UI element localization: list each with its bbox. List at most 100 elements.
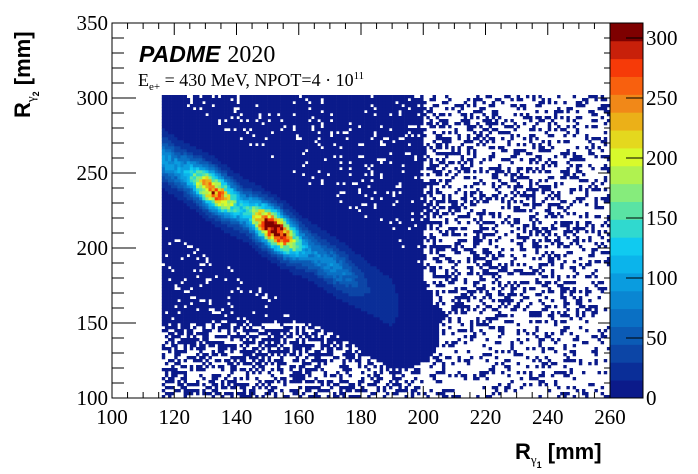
hist-bin: [174, 164, 178, 168]
hist-bin: [326, 305, 331, 309]
hist-bin: [208, 362, 212, 366]
hist-bin: [180, 233, 184, 237]
hist-bin: [202, 290, 206, 294]
hist-bin: [211, 101, 216, 105]
hist-bin: [177, 371, 181, 375]
hist-bin: [196, 380, 200, 384]
hist-bin: [336, 317, 340, 321]
hist-bin: [304, 155, 309, 159]
hist-bin: [230, 104, 234, 108]
hist-bin: [267, 356, 272, 360]
hist-bin: [311, 278, 315, 282]
hist-bin: [280, 302, 284, 306]
hist-bin: [174, 314, 178, 318]
hist-bin: [239, 368, 244, 372]
hist-bin: [255, 203, 259, 207]
hist-bin: [326, 383, 331, 387]
hist-bin: [161, 161, 166, 165]
hist-bin: [292, 371, 296, 375]
hist-bin: [292, 176, 296, 180]
hist-bin: [168, 173, 172, 177]
hist-bin: [236, 362, 240, 366]
hist-bin: [289, 221, 293, 225]
hist-bin: [217, 161, 222, 165]
hist-bin: [252, 107, 256, 111]
hist-bin: [196, 107, 200, 111]
hist-bin: [301, 197, 306, 201]
hist-bin: [339, 269, 343, 273]
hist-bin: [339, 119, 343, 123]
hist-bin: [208, 248, 212, 252]
hist-bin: [301, 305, 306, 309]
hist-bin: [205, 179, 209, 183]
hist-bin: [267, 218, 272, 222]
hist-bin: [332, 218, 337, 222]
hist-bin: [273, 161, 278, 165]
hist-bin: [208, 311, 212, 315]
hist-bin: [320, 203, 324, 207]
hist-bin: [314, 311, 318, 315]
hist-bin: [261, 314, 265, 318]
hist-bin: [177, 185, 181, 189]
hist-bin: [174, 269, 178, 273]
hist-bin: [208, 380, 212, 384]
hist-bin: [332, 206, 337, 210]
hist-bin: [239, 359, 244, 363]
hist-bin: [336, 98, 340, 102]
hist-bin: [248, 164, 253, 168]
hist-bin: [295, 122, 300, 126]
hist-bin: [336, 326, 340, 330]
hist-bin: [329, 275, 334, 279]
hist-bin: [211, 113, 216, 117]
hist-bin: [329, 380, 334, 384]
hist-bin: [311, 326, 315, 330]
hist-bin: [286, 212, 290, 216]
hist-bin: [168, 290, 172, 294]
hist-bin: [283, 107, 287, 111]
hist-bin: [258, 275, 262, 279]
hist-bin: [202, 245, 206, 249]
hist-bin: [245, 239, 250, 243]
hist-bin: [224, 272, 228, 276]
hist-bin: [320, 143, 324, 147]
hist-bin: [192, 104, 197, 108]
hist-bin: [189, 176, 194, 180]
hist-bin: [183, 311, 187, 315]
hist-bin: [245, 155, 250, 159]
hist-bin: [230, 197, 234, 201]
hist-bin: [217, 347, 222, 351]
hist-bin: [252, 365, 256, 369]
hist-bin: [199, 347, 203, 351]
hist-bin: [252, 392, 256, 396]
hist-bin: [242, 284, 247, 288]
hist-bin: [180, 218, 184, 222]
hist-bin: [264, 194, 268, 198]
hist-bin: [314, 212, 318, 216]
hist-bin: [242, 254, 247, 258]
hist-bin: [286, 242, 290, 246]
hist-bin: [168, 227, 172, 231]
hist-bin: [298, 278, 303, 282]
hist-bin: [227, 131, 231, 135]
hist-bin: [289, 248, 293, 252]
hist-bin: [301, 131, 306, 135]
hist-bin: [183, 122, 187, 126]
hist-bin: [298, 311, 303, 315]
hist-bin: [208, 239, 212, 243]
hist-bin: [199, 218, 203, 222]
hist-bin: [301, 116, 306, 120]
hist-bin: [196, 155, 200, 159]
hist-bin: [242, 266, 247, 270]
hist-bin: [224, 182, 228, 186]
hist-bin: [329, 110, 334, 114]
hist-bin: [326, 389, 331, 393]
hist-bin: [227, 176, 231, 180]
hist-bin: [196, 215, 200, 219]
hist-bin: [314, 359, 318, 363]
hist-bin: [326, 275, 331, 279]
hist-bin: [224, 326, 228, 330]
hist-bin: [314, 287, 318, 291]
hist-bin: [286, 287, 290, 291]
hist-bin: [311, 170, 315, 174]
hist-bin: [192, 263, 197, 267]
